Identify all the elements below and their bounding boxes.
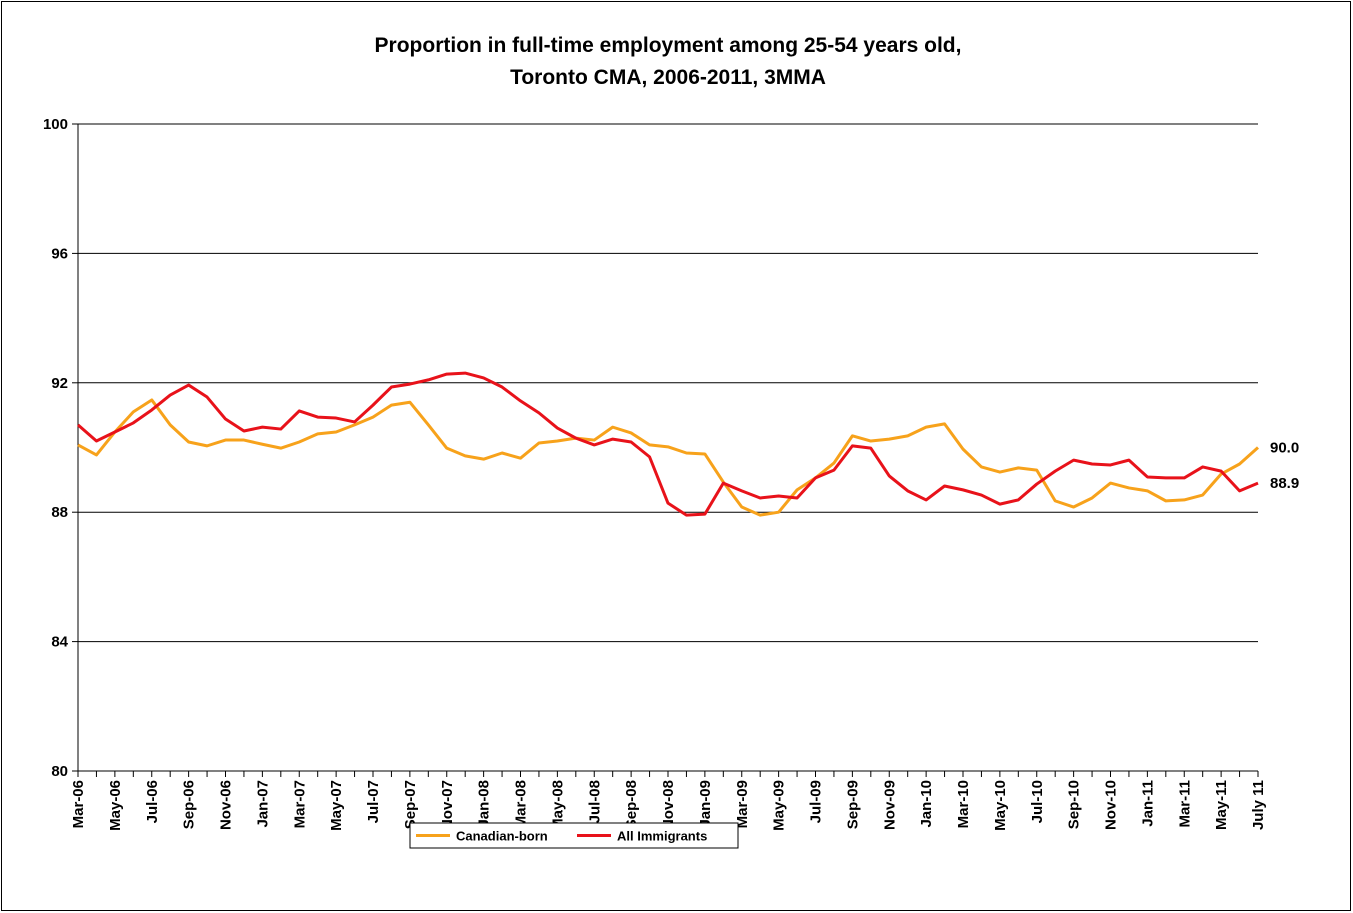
x-tick-label: May-06 [107, 780, 124, 831]
legend-box [409, 822, 739, 849]
series-line [77, 398, 1260, 517]
x-tick-label: Sep-09 [844, 780, 861, 829]
x-tick-label: July 11 [1250, 780, 1267, 830]
x-tick-label: Nov-09 [881, 780, 898, 830]
series-line [77, 371, 1259, 517]
x-tick-label: Jan-09 [697, 780, 714, 828]
y-tick-label: 96 [51, 245, 68, 262]
x-tick-label: Mar-11 [1176, 780, 1193, 828]
x-tick-label: Mar-06 [70, 780, 87, 828]
x-tick-label: May-09 [771, 780, 788, 831]
x-tick-label: Sep-08 [623, 780, 640, 829]
data-label: 88.9 [1270, 475, 1299, 492]
data-label: 90.0 [1270, 440, 1299, 457]
x-tick-label: Mar-10 [955, 780, 972, 828]
x-tick-label: Jan-08 [476, 780, 493, 828]
x-tick-label: Jul-06 [144, 780, 161, 823]
x-tick-label: Mar-08 [513, 780, 530, 828]
x-tick-label: Nov-06 [218, 780, 235, 830]
x-tick-label: Sep-10 [1066, 780, 1083, 829]
legend-label: Canadian-born [456, 829, 548, 844]
y-tick-label: 88 [51, 504, 68, 521]
x-tick-label: May-11 [1213, 780, 1230, 830]
x-tick-label: Sep-06 [181, 780, 198, 829]
x-tick-label: Nov-08 [660, 780, 677, 830]
y-tick-label: 92 [51, 375, 68, 392]
x-tick-label: Jul-09 [808, 780, 825, 823]
x-tick-label: May-10 [992, 780, 1009, 831]
x-tick-label: Nov-10 [1103, 780, 1120, 830]
y-tick-label: 84 [51, 634, 68, 651]
x-tick-label: Mar-07 [291, 780, 308, 828]
x-tick-label: Jan-07 [254, 780, 271, 828]
chart-title: Toronto CMA, 2006-2011, 3MMA [510, 66, 826, 89]
x-tick-label: May-07 [328, 780, 345, 831]
x-tick-label: Nov-07 [439, 780, 456, 830]
x-tick-label: Mar-09 [734, 780, 751, 828]
y-tick-label: 80 [51, 763, 68, 780]
x-tick-label: Jan-10 [918, 780, 935, 828]
chart-title: Proportion in full-time employment among… [375, 34, 962, 57]
y-tick-label: 100 [43, 116, 68, 133]
x-tick-label: Jul-10 [1029, 780, 1046, 823]
x-tick-label: Jul-08 [586, 780, 603, 823]
x-tick-label: May-08 [549, 780, 566, 831]
x-tick-label: Jul-07 [365, 780, 382, 823]
x-tick-label: Sep-07 [402, 780, 419, 829]
legend-label: All Immigrants [617, 829, 707, 844]
x-tick-label: Jan-11 [1139, 780, 1156, 827]
